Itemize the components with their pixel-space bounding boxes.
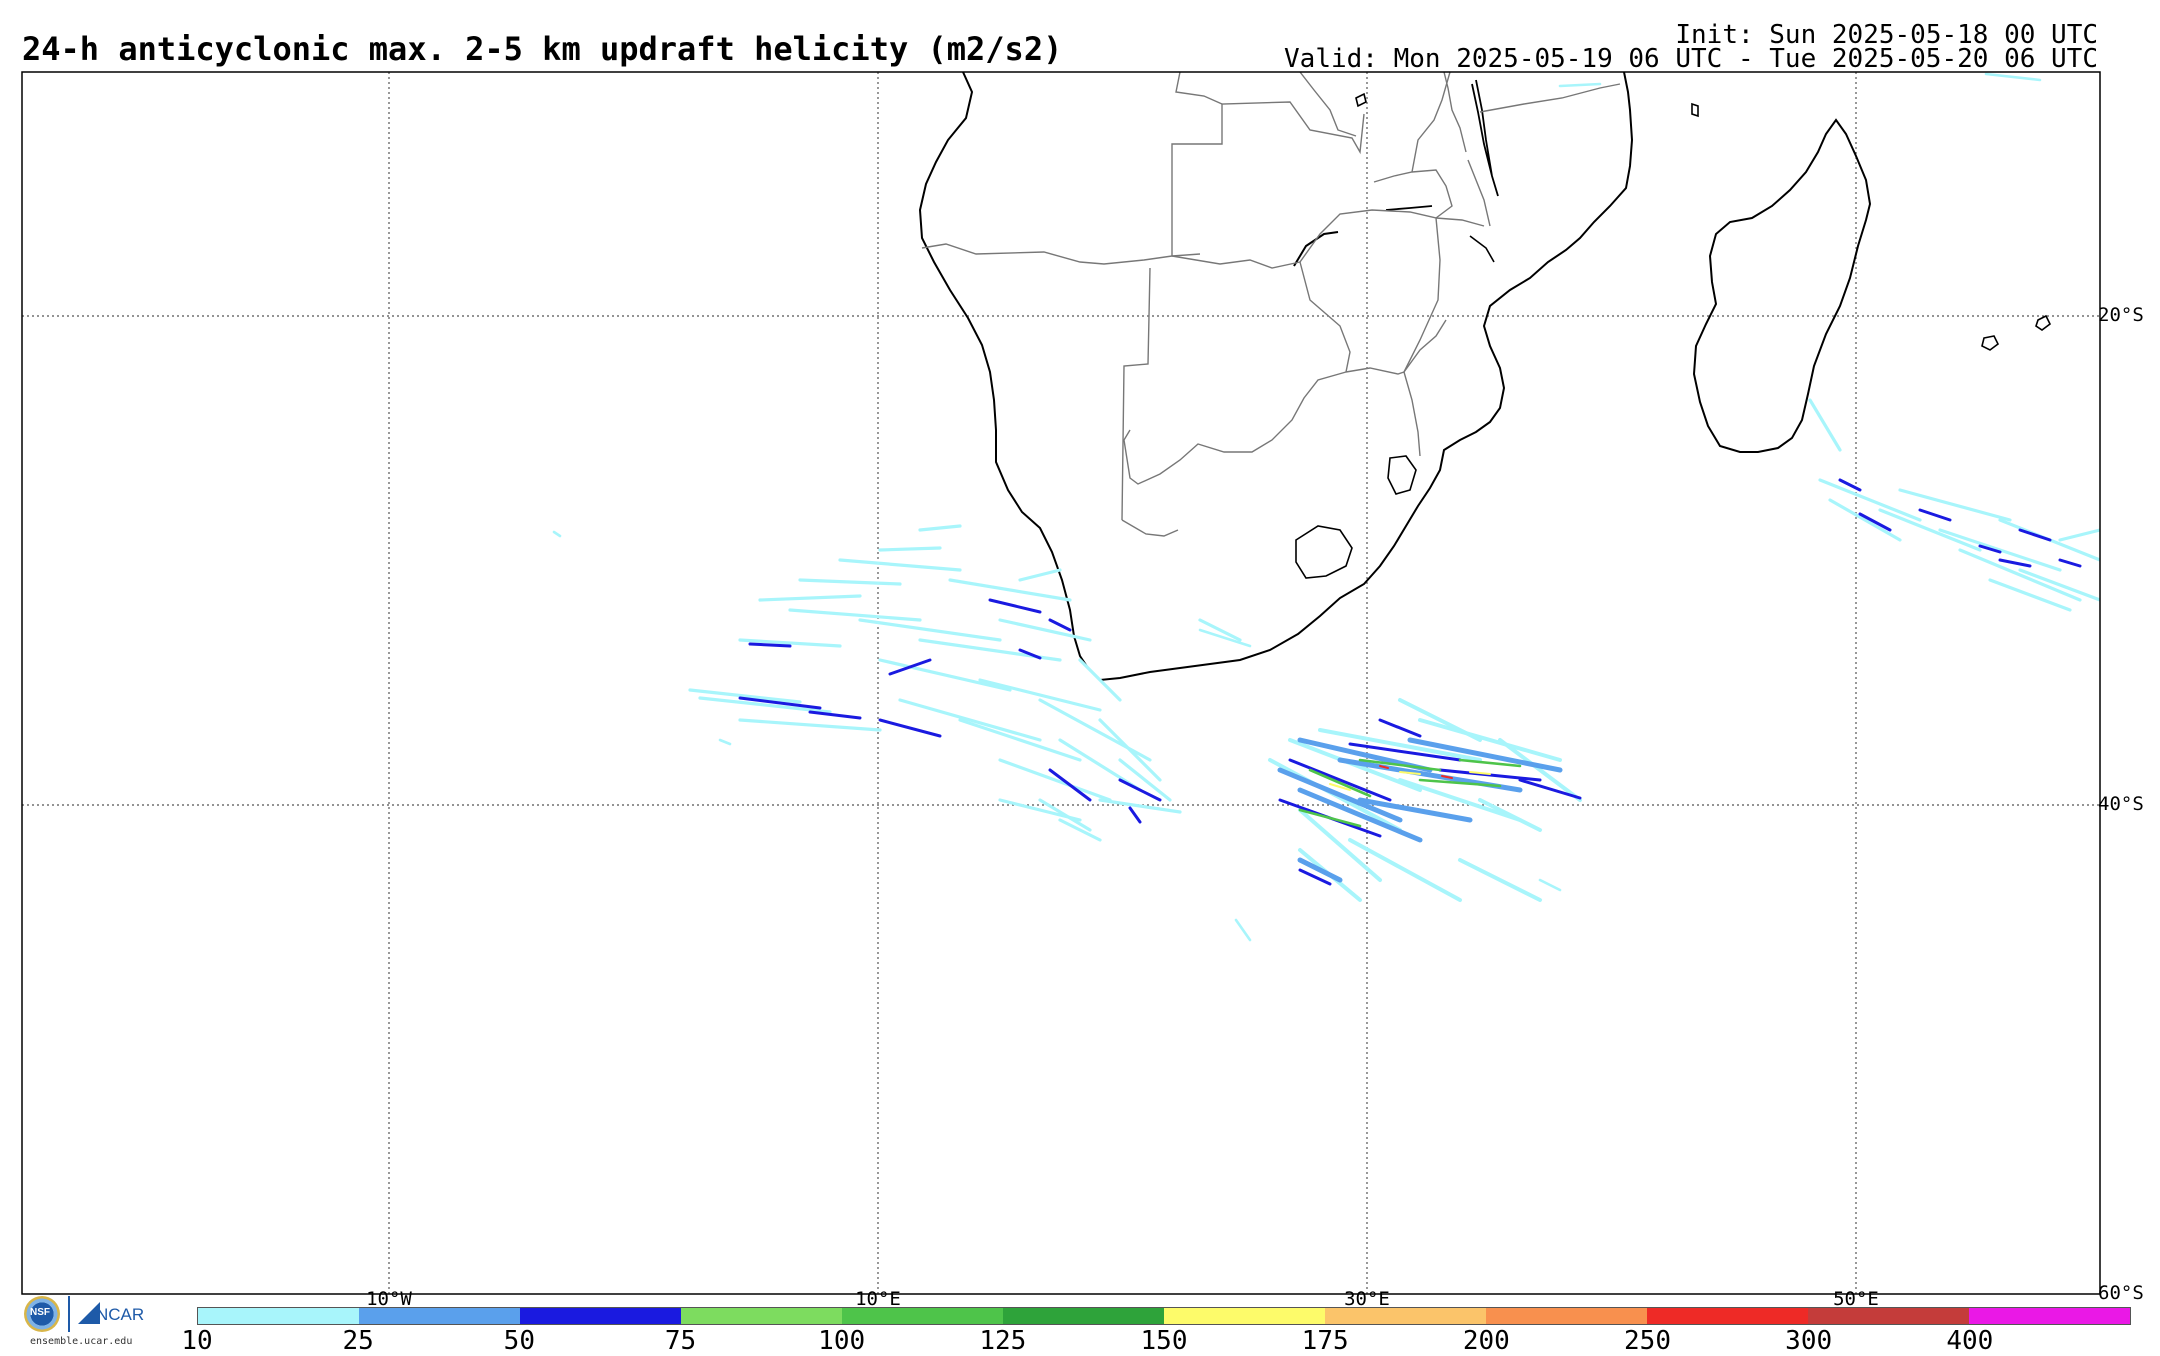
nsf-logo-text: NSF xyxy=(30,1307,50,1318)
init-time: Init: Sun 2025-05-18 00 UTC xyxy=(1675,20,2098,50)
lon-label-50e: 50°E xyxy=(1833,1288,1879,1310)
colorbar-label: 10 xyxy=(181,1326,213,1356)
colorbar-segment xyxy=(1808,1308,1969,1324)
colorbar-label: 400 xyxy=(1946,1326,1994,1356)
colorbar-segment xyxy=(1325,1308,1486,1324)
lat-label-60s: 60°S xyxy=(2098,1282,2144,1304)
country-borders xyxy=(921,72,1621,537)
ensemble-url: ensemble.ucar.edu xyxy=(30,1336,133,1347)
logo-divider xyxy=(68,1296,70,1332)
colorbar-label: 100 xyxy=(818,1326,866,1356)
nsf-logo-icon xyxy=(24,1296,60,1332)
colorbar-label: 125 xyxy=(979,1326,1027,1356)
colorbar-label: 150 xyxy=(1140,1326,1188,1356)
swath-indian-core xyxy=(1838,478,2082,568)
ncar-logo-icon xyxy=(78,1302,100,1324)
swath-indian-ocean xyxy=(1808,398,2100,612)
colorbar-segment xyxy=(1486,1308,1647,1324)
lon-label-30e: 30°E xyxy=(1344,1288,1390,1310)
map-title: 24-h anticyclonic max. 2-5 km updraft he… xyxy=(22,30,1063,68)
lesotho-border xyxy=(1295,525,1353,579)
lake-cahora-bassa xyxy=(1385,205,1433,211)
swath-south-green xyxy=(1298,758,1522,828)
colorbar-label: 50 xyxy=(503,1326,535,1356)
swath-minor xyxy=(552,72,2042,942)
logo-block: NSF NCAR ensemble.ucar.edu xyxy=(24,1296,164,1350)
lat-label-40s: 40°S xyxy=(2098,793,2144,815)
lon-label-10e: 10°E xyxy=(855,1288,901,1310)
colorbar-segment xyxy=(198,1308,359,1324)
colorbar-segment xyxy=(1164,1308,1325,1324)
colorbar-segment xyxy=(359,1308,520,1324)
colorbar-segment xyxy=(1969,1308,2130,1324)
lon-label-10w: 10°W xyxy=(366,1288,412,1310)
colorbar-label: 25 xyxy=(342,1326,374,1356)
eswatini-border xyxy=(1387,455,1417,495)
colorbar-segment xyxy=(842,1308,1003,1324)
colorbar-label: 75 xyxy=(664,1326,697,1356)
lake-malawi xyxy=(1471,79,1499,197)
lat-label-20s: 20°S xyxy=(2098,304,2144,326)
map-frame xyxy=(21,71,2101,1295)
swath-south-red xyxy=(1379,765,1453,779)
mauritius-island xyxy=(1981,335,2000,351)
colorbar-segment xyxy=(1647,1308,1808,1324)
madagascar-coastline xyxy=(1692,118,1872,453)
colorbar xyxy=(197,1307,2131,1325)
colorbar-segment xyxy=(520,1308,681,1324)
map-background xyxy=(22,72,2100,1294)
africa-coastline xyxy=(918,72,1634,682)
swath-south-yellow xyxy=(1329,771,1491,791)
shire-river xyxy=(1469,235,1495,263)
reunion-island xyxy=(2035,314,2052,331)
swath-atlantic-core xyxy=(738,598,1162,824)
helicity-swaths xyxy=(552,72,2100,942)
valid-time: Valid: Mon 2025-05-19 06 UTC - Tue 2025-… xyxy=(1284,44,2098,74)
comoros-island xyxy=(1691,102,1699,118)
colorbar-segment xyxy=(681,1308,842,1324)
gridlines xyxy=(22,72,2100,1294)
colorbar-label: 200 xyxy=(1462,1326,1510,1356)
ncar-logo-text: NCAR xyxy=(96,1305,145,1324)
colorbar-label: 250 xyxy=(1624,1326,1671,1356)
colorbar-segment xyxy=(1003,1308,1164,1324)
colorbar-label: 175 xyxy=(1301,1326,1349,1356)
small-lake xyxy=(1355,92,1367,108)
swath-atlantic xyxy=(688,524,1242,842)
colorbar-label: 300 xyxy=(1785,1326,1833,1356)
